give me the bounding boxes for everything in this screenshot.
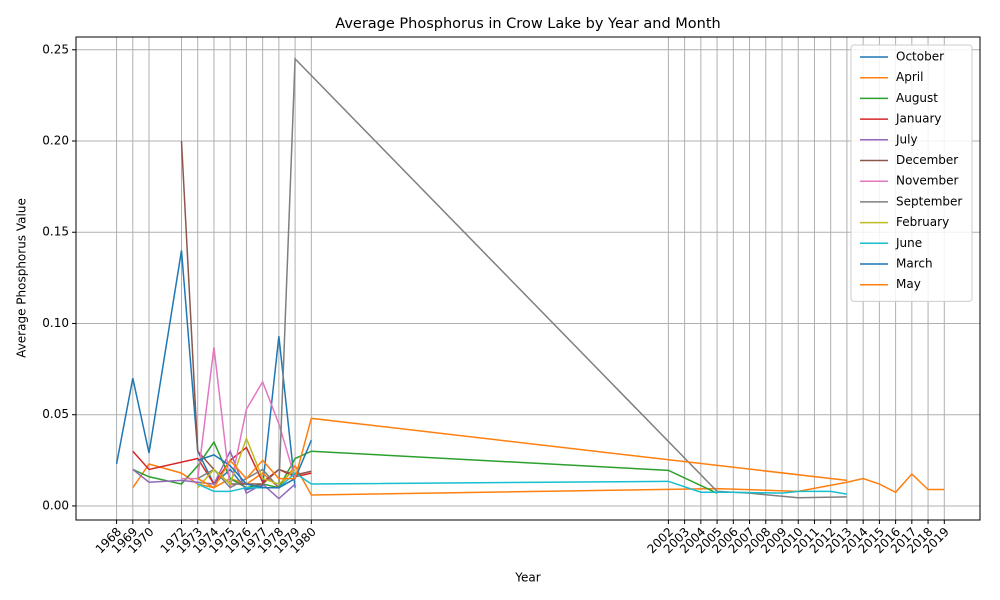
legend-label: May (896, 277, 921, 291)
legend-label: December (896, 153, 958, 167)
axes-frame (75, 36, 981, 521)
legend-label: October (896, 50, 944, 64)
series-line (132, 446, 312, 486)
series-line (197, 472, 848, 495)
legend-label: January (895, 112, 942, 126)
series-line (197, 436, 296, 489)
x-axis-label: Year (514, 571, 540, 585)
y-tick-label: 0.00 (42, 498, 69, 512)
series-line (197, 57, 847, 499)
legend-label: April (896, 70, 923, 84)
y-tick-label: 0.15 (42, 225, 69, 239)
series-line (197, 439, 313, 489)
y-tick-label: 0.25 (42, 42, 69, 56)
legend-label: June (895, 236, 922, 250)
chart-title: Average Phosphorus in Crow Lake by Year … (335, 16, 720, 32)
series-line (197, 417, 848, 489)
series-line (181, 347, 296, 488)
y-tick-label: 0.10 (42, 316, 69, 330)
legend-label: July (895, 132, 918, 146)
y-tick-label: 0.20 (42, 134, 69, 148)
series-line (132, 440, 718, 494)
series-line (132, 449, 296, 500)
legend-label: September (896, 194, 962, 208)
y-tick-label: 0.05 (42, 407, 69, 421)
legend-label: February (896, 215, 949, 229)
legend-label: August (896, 91, 938, 105)
legend-label: November (896, 174, 958, 188)
legend-label: March (896, 257, 933, 271)
y-axis-label: Average Phosphorus Value (15, 198, 29, 358)
legend-box (850, 44, 973, 302)
